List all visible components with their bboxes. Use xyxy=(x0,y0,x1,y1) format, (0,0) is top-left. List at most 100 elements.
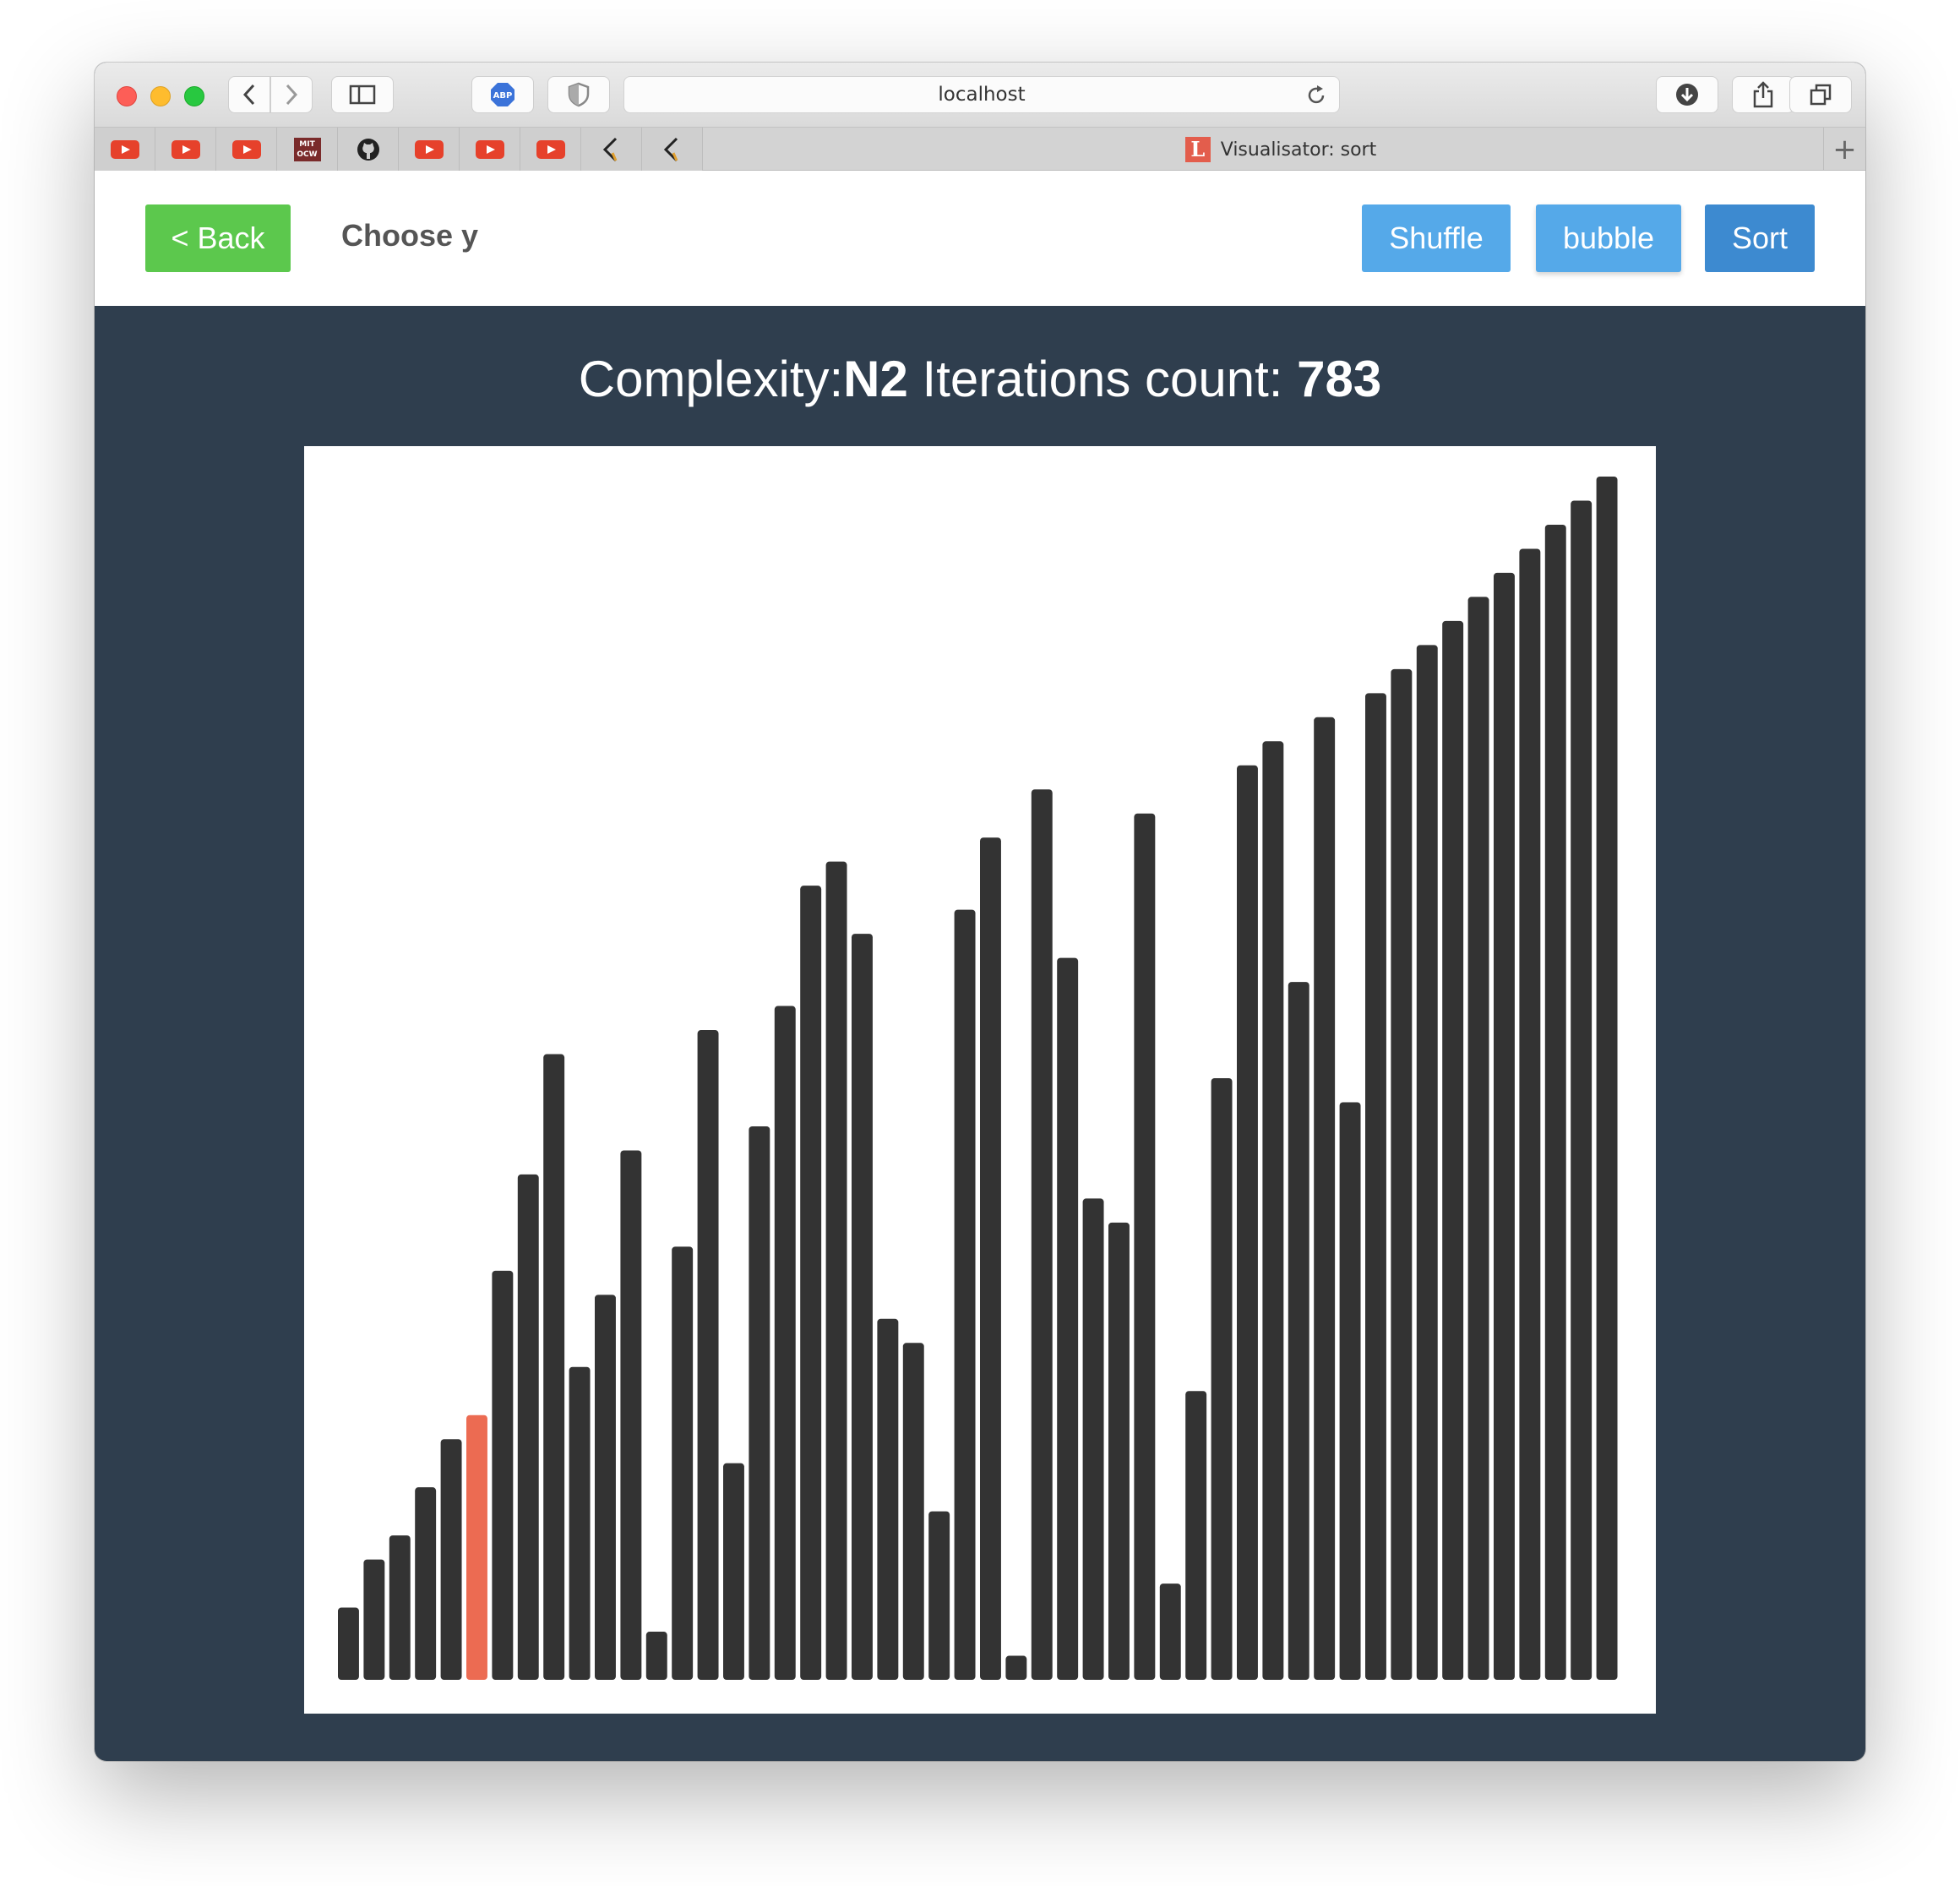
bar xyxy=(697,1030,719,1680)
tab-overview-button[interactable] xyxy=(1789,76,1852,113)
bookmark-youtube-1[interactable] xyxy=(95,128,155,172)
bar xyxy=(902,1343,924,1680)
bar xyxy=(954,909,976,1680)
tab-favicon-icon: L xyxy=(1184,137,1211,162)
bar-chart xyxy=(338,477,1618,1681)
bar xyxy=(1237,765,1258,1680)
bar xyxy=(543,1054,565,1680)
tab-title: Visualisator: sort xyxy=(1220,139,1377,161)
bar xyxy=(928,1511,950,1680)
bookmark-github[interactable] xyxy=(338,128,399,172)
bar xyxy=(620,1150,642,1680)
bar xyxy=(569,1366,591,1680)
bookmark-youtube-5[interactable] xyxy=(460,128,520,172)
bar xyxy=(1442,620,1464,1680)
chevron-right-icon xyxy=(286,84,298,106)
bar xyxy=(389,1535,411,1680)
share-icon xyxy=(1753,81,1773,108)
bar xyxy=(1314,717,1336,1680)
bar xyxy=(440,1439,462,1680)
svg-text:ABP: ABP xyxy=(493,91,513,101)
bar xyxy=(1211,1078,1233,1680)
bar xyxy=(672,1246,694,1680)
youtube-icon xyxy=(231,140,261,159)
youtube-icon xyxy=(171,140,200,159)
bar xyxy=(363,1559,385,1680)
maximize-window-button[interactable] xyxy=(184,86,204,106)
bracket-icon xyxy=(602,137,617,162)
algorithm-select-button[interactable]: bubble xyxy=(1536,204,1681,272)
downloads-button[interactable] xyxy=(1656,76,1718,113)
bar xyxy=(774,1006,796,1680)
bar xyxy=(1134,813,1156,1680)
close-window-button[interactable] xyxy=(117,86,137,106)
youtube-icon xyxy=(536,140,565,159)
sort-visualization-panel xyxy=(304,446,1656,1714)
iterations-label: Iterations count: xyxy=(922,351,1283,407)
bar xyxy=(1339,1102,1361,1680)
minimize-window-button[interactable] xyxy=(150,86,171,106)
shuffle-button[interactable]: Shuffle xyxy=(1362,204,1511,272)
bar xyxy=(1288,982,1309,1680)
bar xyxy=(1365,693,1386,1680)
bar xyxy=(645,1632,667,1680)
active-tab[interactable]: L Visualisator: sort xyxy=(705,128,1857,172)
bookmark-youtube-4[interactable] xyxy=(399,128,460,172)
app-header: < Back Choose y Shuffle bubble Sort xyxy=(95,171,1865,306)
bookmark-youtube-2[interactable] xyxy=(155,128,216,172)
bookmark-mit-ocw[interactable]: MIT OCW xyxy=(277,128,338,172)
adblock-button[interactable]: ABP xyxy=(471,76,534,113)
bar xyxy=(825,861,847,1680)
forward-nav-button[interactable] xyxy=(270,76,313,113)
bar xyxy=(1571,500,1592,1680)
github-icon xyxy=(357,139,379,161)
bar xyxy=(1185,1391,1207,1680)
bar xyxy=(1005,1655,1027,1680)
bar xyxy=(1494,572,1515,1681)
mit-ocw-icon: MIT OCW xyxy=(293,138,321,161)
bar xyxy=(1262,741,1284,1680)
youtube-icon xyxy=(414,140,444,159)
sidebar-icon xyxy=(349,84,376,105)
complexity-label: Complexity: xyxy=(578,351,844,407)
back-button[interactable]: < Back xyxy=(145,204,291,272)
bar xyxy=(517,1174,539,1680)
complexity-value: N2 xyxy=(843,351,908,407)
bar xyxy=(492,1270,514,1680)
bookmark-youtube-6[interactable] xyxy=(520,128,581,172)
bar xyxy=(980,837,1001,1680)
bar xyxy=(800,886,822,1680)
reload-icon[interactable] xyxy=(1305,84,1327,106)
sort-button[interactable]: Sort xyxy=(1705,204,1815,272)
privacy-shield-button[interactable] xyxy=(547,76,610,113)
bar xyxy=(1057,957,1079,1680)
tab-bar: MIT OCW L Visualisator: sort + xyxy=(95,127,1865,172)
browser-window: ABP localhost MIT OCW xyxy=(95,63,1865,1761)
bar xyxy=(415,1487,437,1680)
url-text: localhost xyxy=(938,84,1026,106)
bar xyxy=(595,1295,616,1680)
bar xyxy=(749,1126,770,1680)
shield-icon xyxy=(568,82,590,107)
bar-highlighted xyxy=(466,1414,487,1680)
bar xyxy=(1082,1198,1104,1680)
address-bar[interactable]: localhost xyxy=(623,76,1340,113)
adblock-icon: ABP xyxy=(491,83,514,106)
bar xyxy=(1108,1222,1130,1680)
bar xyxy=(1416,645,1438,1680)
bar xyxy=(852,934,873,1680)
sidebar-toggle-button[interactable] xyxy=(331,76,394,113)
stats-line: Complexity:N2 Iterations count: 783 xyxy=(95,350,1865,408)
back-nav-button[interactable] xyxy=(228,76,270,113)
new-tab-button[interactable]: + xyxy=(1823,128,1865,172)
bookmark-bracket-1[interactable] xyxy=(581,128,642,172)
bookmark-bracket-2[interactable] xyxy=(642,128,703,172)
bar xyxy=(877,1318,899,1680)
download-icon xyxy=(1676,84,1698,106)
bookmark-youtube-3[interactable] xyxy=(216,128,277,172)
youtube-icon xyxy=(475,140,504,159)
share-button[interactable] xyxy=(1732,76,1794,113)
bar xyxy=(1467,597,1489,1680)
browser-toolbar: ABP localhost xyxy=(95,63,1865,127)
bar xyxy=(338,1607,359,1680)
